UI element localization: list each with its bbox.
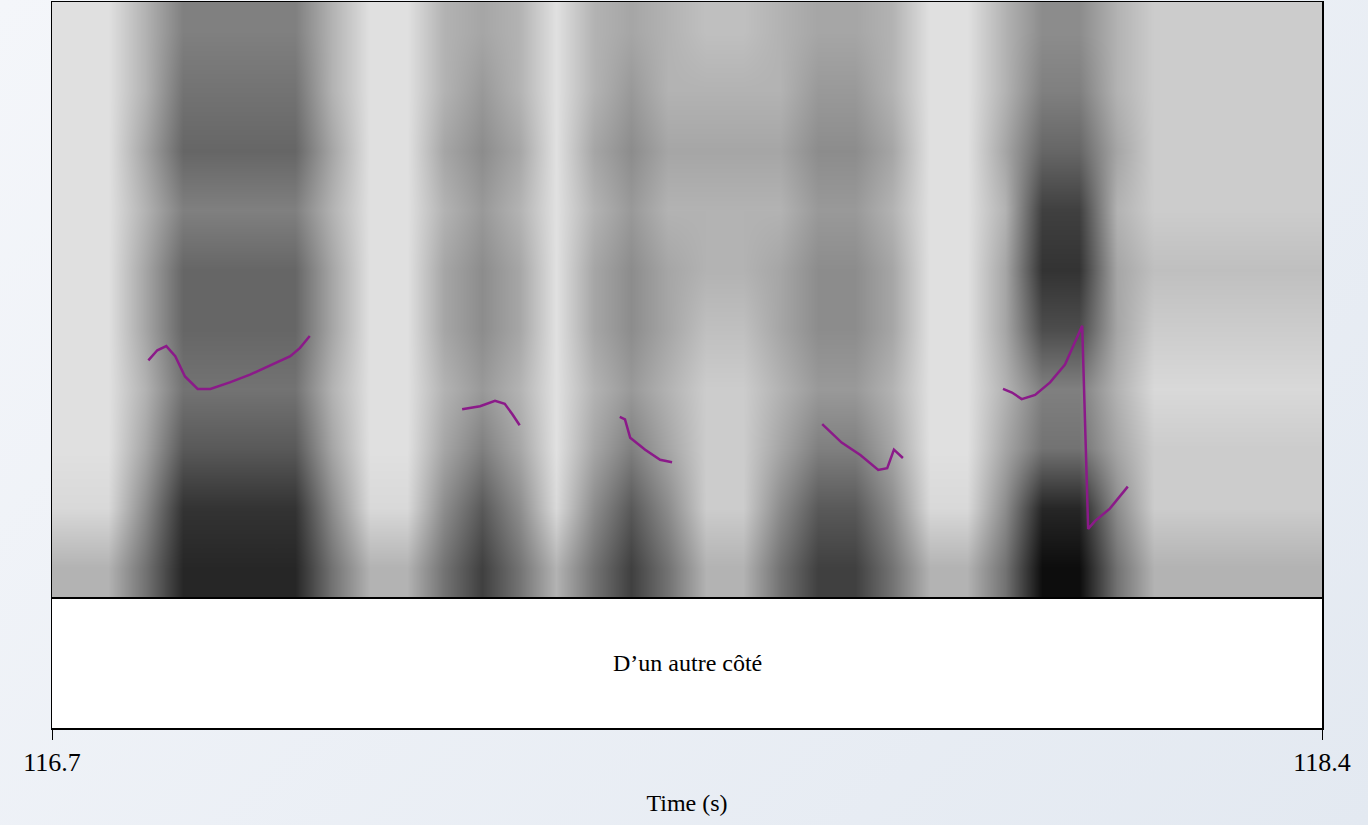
svg-text:D’un autre côté: D’un autre côté	[613, 650, 762, 676]
svg-text:116.7: 116.7	[23, 748, 81, 777]
svg-text:Time (s): Time (s)	[646, 790, 727, 816]
svg-text:118.4: 118.4	[1293, 748, 1351, 777]
